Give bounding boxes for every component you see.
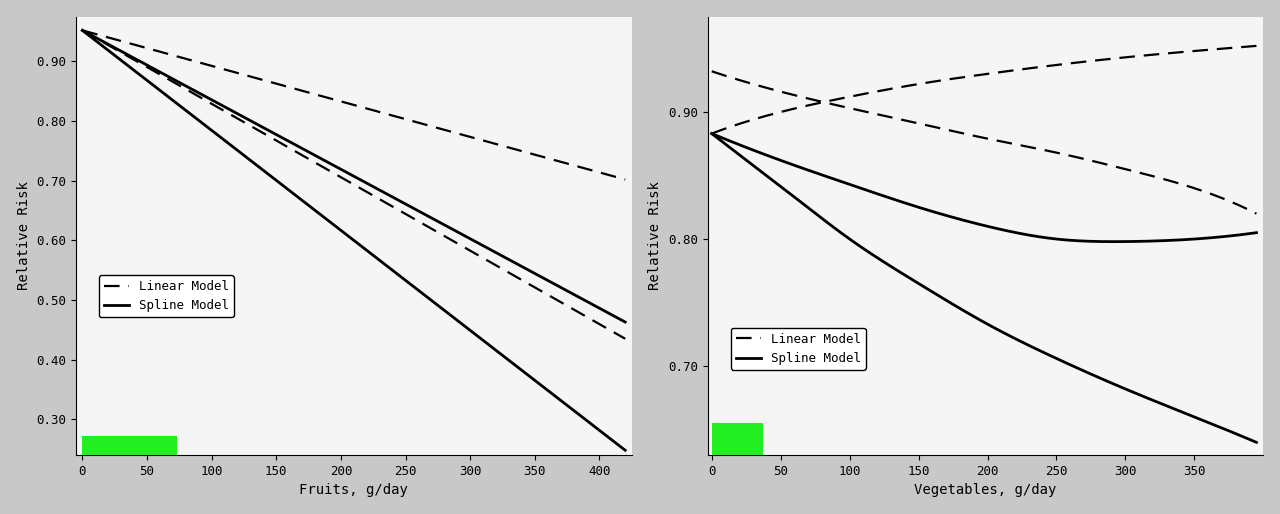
X-axis label: Vegetables, g/day: Vegetables, g/day: [914, 483, 1057, 498]
X-axis label: Fruits, g/day: Fruits, g/day: [300, 483, 408, 498]
Bar: [82, 436, 177, 455]
Y-axis label: Relative Risk: Relative Risk: [649, 181, 662, 290]
Bar: [712, 424, 763, 455]
Legend: Linear Model, Spline Model: Linear Model, Spline Model: [99, 275, 234, 317]
Y-axis label: Relative Risk: Relative Risk: [17, 181, 31, 290]
Legend: Linear Model, Spline Model: Linear Model, Spline Model: [731, 327, 865, 370]
